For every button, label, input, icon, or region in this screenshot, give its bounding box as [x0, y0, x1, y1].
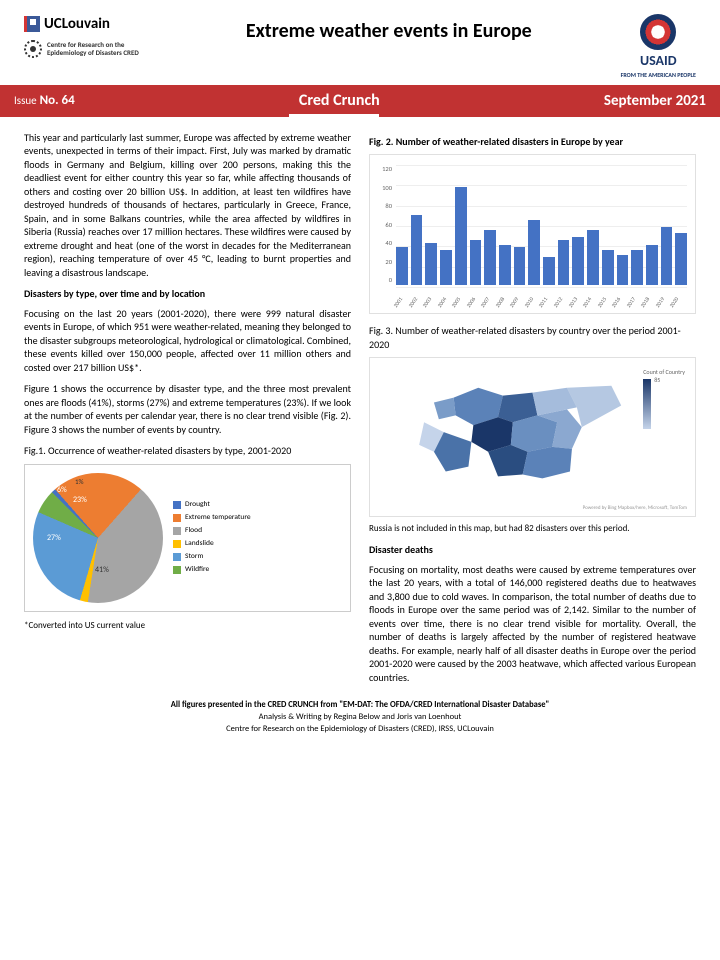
map-legend: Count of Country 85: [643, 368, 685, 429]
fig2-bar-chart: 120100806040200 200120022003200420052006…: [369, 154, 696, 314]
paragraph-2: Focusing on the last 20 years (2001-2020…: [24, 307, 351, 375]
usaid-logo: USAID FROM THE AMERICAN PEOPLE: [621, 14, 696, 79]
pie-label-fl: 41%: [95, 565, 109, 576]
header: UCLouvain Centre for Research on the Epi…: [24, 14, 696, 79]
usaid-text: USAID: [621, 52, 696, 71]
intro-paragraph: This year and particularly last summer, …: [24, 131, 351, 280]
uclouvain-text: UCLouvain: [44, 14, 110, 34]
pie-label-et: 23%: [73, 495, 87, 506]
page-title: Extreme weather events in Europe: [157, 14, 621, 45]
paragraph-3: Figure 1 shows the occurrence by disaste…: [24, 382, 351, 436]
usaid-subtext: FROM THE AMERICAN PEOPLE: [621, 71, 696, 79]
map-credit: Powered by Bing Mapbox/here, Microsoft, …: [583, 505, 687, 512]
footnote: *Converted into US current value: [24, 620, 351, 632]
map-legend-title: Count of Country: [643, 368, 685, 376]
fig1-caption: Fig.1. Occurrence of weather-related dis…: [24, 444, 351, 458]
pie-legend: DroughtExtreme temperatureFloodLandslide…: [173, 497, 251, 579]
pie-label-dr: 1%: [75, 477, 84, 486]
issue-banner: Issue No. 64 Cred Crunch September 2021: [0, 85, 720, 117]
bar-y-axis: 120100806040200: [372, 165, 392, 285]
cred-icon: [24, 40, 42, 58]
paragraph-4: Focusing on mortality, most deaths were …: [369, 563, 696, 685]
issue-number: Issue No. 64: [14, 92, 75, 110]
fig1-pie-chart: 23% 41% 27% 6% 1% DroughtExtreme tempera…: [24, 464, 351, 612]
usaid-seal-icon: [640, 14, 676, 50]
footer-line-2: Analysis & Writing by Regina Below and J…: [24, 712, 696, 724]
left-column: This year and particularly last summer, …: [24, 131, 351, 693]
footer-line-3: Centre for Research on the Epidemiology …: [24, 724, 696, 736]
right-column: Fig. 2. Number of weather-related disast…: [369, 131, 696, 693]
cred-logo: Centre for Research on the Epidemiology …: [24, 40, 157, 58]
uclouvain-icon: [24, 16, 40, 32]
section-heading-deaths: Disaster deaths: [369, 543, 696, 557]
bar-x-axis: 2001200220032004200520062007200820092010…: [396, 304, 687, 311]
fig3-map: Count of Country 85 Powered by Bing Mapb…: [369, 357, 696, 517]
fig3-caption: Fig. 3. Number of weather-related disast…: [369, 324, 696, 351]
europe-map-svg: [380, 368, 685, 506]
publication-name: Cred Crunch: [299, 90, 380, 112]
footer: All figures presented in the CRED CRUNCH…: [24, 700, 696, 736]
section-heading-disasters: Disasters by type, over time and by loca…: [24, 287, 351, 301]
pie-label-st: 27%: [47, 533, 61, 544]
uclouvain-logo: UCLouvain: [24, 14, 157, 34]
cred-text: Centre for Research on the Epidemiology …: [47, 41, 157, 58]
left-logos: UCLouvain Centre for Research on the Epi…: [24, 14, 157, 58]
footer-line-1: All figures presented in the CRED CRUNCH…: [24, 700, 696, 712]
pie-label-wf: 6%: [57, 485, 67, 496]
bar-area: [396, 165, 687, 285]
map-note: Russia is not included in this map, but …: [369, 523, 696, 535]
issue-date: September 2021: [604, 91, 706, 111]
fig2-caption: Fig. 2. Number of weather-related disast…: [369, 135, 696, 149]
